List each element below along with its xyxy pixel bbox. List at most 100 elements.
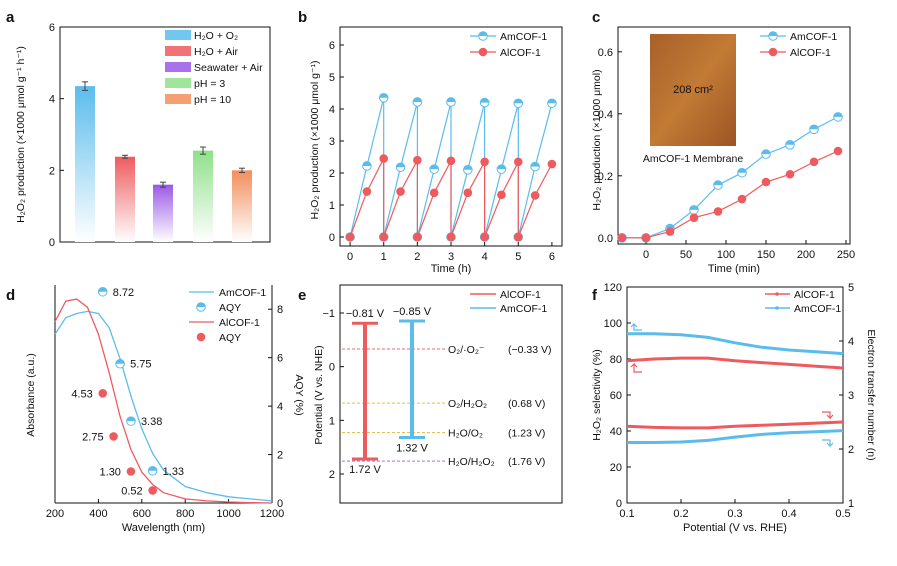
panel-b-ytick-label-2: 2 bbox=[329, 168, 335, 180]
panel-c-legend-label-1: AlCOF-1 bbox=[790, 47, 831, 59]
panel-f-n-line-1 bbox=[627, 429, 844, 444]
panel-d-aqy-alcof-point-0 bbox=[98, 388, 108, 398]
panel-e-ylabel: Potential (V vs. NHE) bbox=[313, 345, 325, 444]
panel-f-legend-label-1: AmCOF-1 bbox=[794, 303, 841, 315]
panel-b-s1-point-2 bbox=[379, 154, 389, 163]
panel-c-s1-point-3 bbox=[689, 213, 699, 222]
panel-letter-c: c bbox=[592, 9, 600, 26]
panel-c-ytick-label-3: 0.6 bbox=[598, 47, 613, 59]
panel-a-ytick-label-3: 6 bbox=[49, 22, 55, 34]
panel-b-s0-point-8 bbox=[446, 97, 456, 102]
panel-b-s1-point-11 bbox=[480, 157, 489, 167]
panel-c-s1-point-2 bbox=[665, 227, 675, 236]
panel-c-legend-marker-1 bbox=[768, 47, 778, 57]
panel-c-s1-point-4 bbox=[713, 207, 723, 216]
panel-e-ytick-label-0: −1 bbox=[322, 308, 335, 320]
panel-f-ytick-label-5: 100 bbox=[604, 318, 622, 330]
panel-c-s0-point-6 bbox=[761, 149, 771, 155]
panel-a-legend-swatch-0 bbox=[165, 30, 191, 40]
panel-c-ytick-label-2: 0.4 bbox=[598, 109, 613, 121]
panel-c-xtick-label-5: 250 bbox=[837, 249, 855, 261]
panel-b-ytick-label-6: 6 bbox=[329, 40, 335, 52]
panel-d-aqy-amcof-label-0: 8.72 bbox=[113, 287, 134, 299]
panel-f-legend-dot-0 bbox=[775, 292, 779, 296]
panel-a-ytick-label-1: 2 bbox=[49, 165, 55, 177]
panel-b-ytick-label-4: 4 bbox=[329, 104, 335, 116]
panel-f-arrow-amcof-right bbox=[822, 439, 834, 448]
panel-b-xtick-label-2: 2 bbox=[414, 251, 420, 263]
panel-b-xtick-label-4: 4 bbox=[482, 251, 488, 263]
panel-b-s0-point-10 bbox=[463, 165, 473, 170]
panel-d-aqy-alcof-point-2 bbox=[126, 467, 136, 476]
panel-c-xtick-label-1: 50 bbox=[680, 249, 692, 261]
panel-e-level-value-0: (−0.33 V) bbox=[508, 344, 551, 356]
panel-c-membrane-photo bbox=[650, 34, 736, 146]
panel-c-s1-point-9 bbox=[833, 146, 843, 156]
panel-b-line-1 bbox=[349, 158, 553, 238]
panel-b-xtick-label-0: 0 bbox=[347, 251, 353, 263]
panel-b-ytick-label-3: 3 bbox=[329, 136, 335, 148]
panel-d-xtick-label-4: 1000 bbox=[216, 508, 240, 520]
panel-d-xtick-label-3: 800 bbox=[176, 508, 194, 520]
panel-c-s0-point-5 bbox=[737, 168, 747, 173]
panel-f-arrow-alcof-left bbox=[630, 362, 642, 373]
panel-e-top-label-1: −0.85 V bbox=[393, 306, 432, 318]
panel-d-aqy-amcof-point-1 bbox=[115, 359, 125, 364]
panel-b-s1-point-3 bbox=[379, 232, 389, 242]
panel-a-bar-2 bbox=[153, 184, 173, 242]
panel-letter-a: a bbox=[6, 9, 15, 26]
panel-c-xtick-label-4: 200 bbox=[797, 249, 815, 261]
panel-b-legend-marker-1 bbox=[478, 47, 488, 57]
panel-c-legend-marker-0 bbox=[768, 31, 778, 36]
panel-d-ytick-label-3: 6 bbox=[277, 353, 283, 365]
panel-f-ylabel2: Electron transfer number (n) bbox=[865, 329, 877, 460]
panel-e-level-value-2: (1.23 V) bbox=[508, 428, 545, 440]
panel-b-s0-point-17 bbox=[547, 98, 557, 104]
panel-d-aqy-alcof-label-2: 1.30 bbox=[100, 467, 121, 479]
panel-f-right-ytick-label-0: 1 bbox=[848, 498, 854, 510]
panel-c-s0-point-4 bbox=[713, 180, 723, 186]
panel-d-legend-label-2: AlCOF-1 bbox=[219, 317, 260, 329]
panel-c-s0-point-8 bbox=[809, 125, 819, 130]
panel-a-bar-3 bbox=[193, 150, 213, 242]
panel-b-s0-point-2 bbox=[379, 93, 389, 98]
panel-e-level-label-3: H₂O/H₂O₂ bbox=[448, 456, 495, 468]
panel-f-xtick-label-0: 0.1 bbox=[619, 508, 634, 520]
panel-c-inset-label: 208 cm² bbox=[673, 84, 713, 96]
panel-b-s1-point-10 bbox=[463, 188, 473, 198]
panel-f-sel-line-1 bbox=[627, 332, 844, 356]
panel-c-xlabel: Time (min) bbox=[708, 263, 760, 275]
panel-b-xlabel: Time (h) bbox=[431, 263, 472, 275]
panel-b-s0-point-11 bbox=[480, 98, 489, 103]
panel-c-s1-point-0 bbox=[617, 233, 627, 243]
panel-b-ylabel: H₂O₂ production (×1000 μmol g⁻¹) bbox=[309, 61, 321, 220]
panel-b-s0-point-7 bbox=[429, 164, 439, 170]
panel-b-legend-label-1: AlCOF-1 bbox=[500, 47, 541, 59]
panel-b-s0-point-13 bbox=[497, 164, 506, 170]
panel-e-legend-label-0: AlCOF-1 bbox=[500, 289, 541, 301]
panel-b-s1-point-12 bbox=[480, 232, 489, 242]
panel-d-xtick-label-0: 200 bbox=[46, 508, 64, 520]
panel-e-level-label-2: H₂O/O₂ bbox=[448, 428, 483, 440]
panel-f-xtick-label-2: 0.3 bbox=[727, 508, 742, 520]
panel-d-ytick-label-1: 2 bbox=[277, 450, 283, 462]
panel-a-ytick-label-0: 0 bbox=[49, 237, 55, 249]
panel-d-legend-label-1: AQY bbox=[219, 302, 241, 314]
panel-f-right-ytick-label-4: 5 bbox=[848, 282, 854, 294]
panel-b-s1-point-9 bbox=[446, 232, 456, 242]
panel-f-right-ytick-label-2: 3 bbox=[848, 390, 854, 402]
panel-letter-b: b bbox=[298, 9, 307, 26]
panel-e-level-label-1: O₂/H₂O₂ bbox=[448, 398, 487, 410]
panel-d-aqy-alcof-point-1 bbox=[109, 432, 118, 441]
panel-e-ytick-label-1: 0 bbox=[329, 362, 335, 374]
panel-d-legend-label-3: AQY bbox=[219, 332, 241, 344]
panel-e-level-value-3: (1.76 V) bbox=[508, 456, 545, 468]
panel-b-xtick-label-5: 5 bbox=[515, 251, 521, 263]
panel-c-frame bbox=[617, 26, 851, 245]
panel-a-legend-label-2: Seawater + Air bbox=[194, 62, 263, 74]
panel-d-abs-line-0 bbox=[54, 310, 273, 502]
panel-e-legend-label-1: AmCOF-1 bbox=[500, 303, 547, 315]
panel-d-legend-marker-3 bbox=[196, 332, 206, 342]
